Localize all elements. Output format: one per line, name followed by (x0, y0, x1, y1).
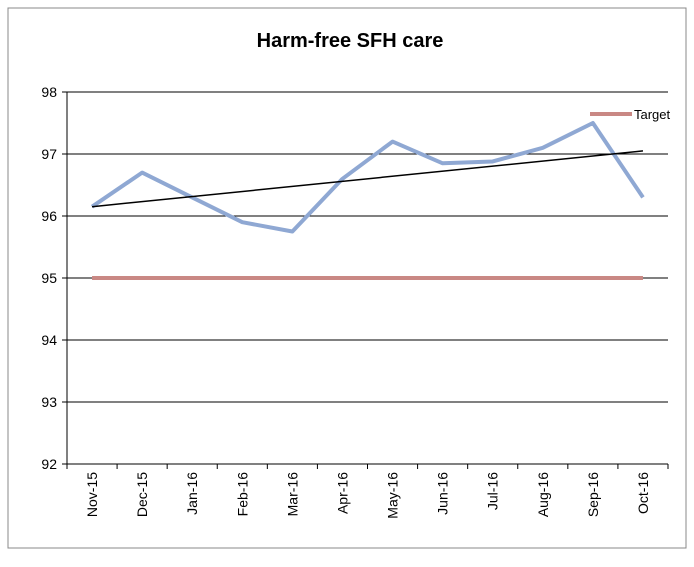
x-tick-label: Mar-16 (284, 472, 300, 517)
legend-label: Target (634, 107, 671, 122)
x-tick-label: Aug-16 (535, 472, 551, 517)
y-tick-label: 97 (41, 146, 57, 162)
y-tick-label: 94 (41, 332, 57, 348)
x-tick-label: Sep-16 (585, 472, 601, 517)
x-tick-label: May-16 (385, 472, 401, 519)
y-tick-label: 96 (41, 208, 57, 224)
x-tick-label: Dec-15 (134, 472, 150, 517)
y-tick-label: 92 (41, 456, 57, 472)
x-tick-label: Jun-16 (435, 472, 451, 515)
x-tick-label: Oct-16 (635, 472, 651, 514)
x-tick-label: Nov-15 (84, 472, 100, 517)
x-tick-label: Apr-16 (334, 472, 350, 514)
y-tick-label: 98 (41, 84, 57, 100)
x-tick-label: Feb-16 (234, 472, 250, 517)
chart-title: Harm-free SFH care (257, 30, 444, 52)
y-tick-label: 93 (41, 394, 57, 410)
trend-line (91, 150, 644, 208)
y-tick-label: 95 (41, 270, 57, 286)
series-line (90, 121, 645, 234)
x-tick-label: Jul-16 (485, 472, 501, 510)
x-tick-label: Jan-16 (184, 472, 200, 515)
